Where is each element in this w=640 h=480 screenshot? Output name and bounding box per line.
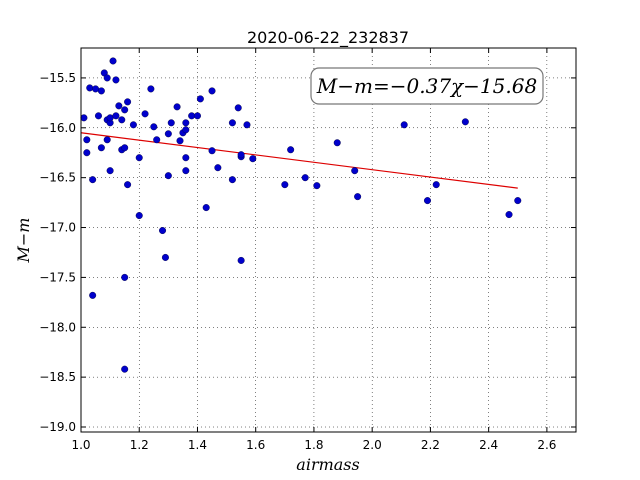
data-point [351, 167, 359, 175]
data-point [514, 197, 522, 205]
x-tick-label: 2.0 [363, 438, 382, 452]
data-point [176, 137, 184, 145]
data-point [208, 147, 216, 155]
data-point [214, 164, 222, 172]
data-point [121, 365, 129, 373]
data-point [150, 123, 158, 131]
data-point [80, 114, 88, 122]
data-point [505, 211, 513, 219]
data-point [196, 95, 204, 103]
data-point [333, 139, 341, 147]
data-point [135, 154, 143, 162]
y-tick-label: −16.5 [39, 171, 76, 185]
data-point [89, 176, 97, 184]
data-point [182, 154, 190, 162]
data-point [112, 76, 120, 84]
y-tick-label: −17.0 [39, 221, 76, 235]
data-point [202, 204, 210, 212]
data-point [97, 87, 105, 95]
data-point [89, 291, 97, 299]
data-point [83, 149, 91, 157]
data-point [182, 126, 190, 134]
data-point [249, 155, 257, 163]
fit-equation-annotation: M−m=−0.37χ−15.68 [316, 74, 537, 98]
data-point [147, 85, 155, 93]
data-point [237, 151, 245, 159]
data-point [106, 167, 114, 175]
x-tick-label: 1.2 [130, 438, 149, 452]
data-point [118, 116, 126, 124]
data-point [313, 182, 321, 190]
data-points [80, 57, 522, 373]
x-tick-label: 2.4 [479, 438, 498, 452]
fit-line [80, 132, 518, 189]
data-point [112, 112, 120, 120]
y-tick-label: −17.5 [39, 270, 76, 284]
data-point [161, 253, 169, 261]
data-point [167, 119, 175, 127]
data-point [182, 119, 190, 127]
data-point [83, 136, 91, 144]
data-point [228, 176, 236, 184]
data-point [141, 110, 149, 118]
y-tick-label: −16.0 [39, 121, 76, 135]
data-point [193, 112, 201, 120]
x-tick-label: 1.8 [304, 438, 323, 452]
chart-title: 2020-06-22_232837 [247, 28, 409, 48]
data-point [228, 119, 236, 127]
fit-line-group [80, 132, 518, 189]
data-point [124, 181, 132, 189]
data-point [432, 181, 440, 189]
data-point [208, 87, 216, 95]
annotation-box [310, 67, 544, 105]
x-tick-label: 2.6 [537, 438, 556, 452]
data-point [237, 256, 245, 264]
data-point [424, 197, 432, 205]
data-point [103, 136, 111, 144]
data-point [92, 85, 100, 93]
data-point [109, 57, 117, 65]
data-point [129, 121, 137, 129]
y-axis-label: M−m [14, 218, 33, 264]
y-tick-label: −19.0 [39, 420, 76, 434]
data-point [301, 174, 309, 182]
data-point [287, 146, 295, 154]
data-point [461, 118, 469, 126]
data-point [159, 227, 167, 235]
data-point [121, 144, 129, 152]
data-point [135, 212, 143, 220]
y-tick-label: −18.0 [39, 320, 76, 334]
data-point [188, 112, 196, 120]
data-point [182, 167, 190, 175]
data-point [173, 103, 181, 111]
data-point [97, 144, 105, 152]
data-point [234, 104, 242, 112]
data-point [243, 121, 251, 129]
data-point [354, 193, 362, 201]
data-point [164, 172, 172, 180]
data-point [94, 112, 102, 120]
data-point [121, 106, 129, 114]
data-point [103, 74, 111, 82]
data-point [153, 136, 161, 144]
data-point [400, 121, 408, 129]
data-point [106, 114, 114, 122]
data-point [86, 84, 94, 92]
x-tick-label: 1.4 [188, 438, 207, 452]
x-tick-label: 1.0 [71, 438, 90, 452]
axis-ticks: 1.0 1.2 1.4 1.6 1.8 2.0 2.2 2.4 2.6 −15.5 −16.0 −16… [39, 48, 576, 452]
plot-background [81, 48, 576, 432]
data-point [121, 273, 129, 281]
plot-frame [80, 47, 577, 433]
x-tick-label: 1.6 [246, 438, 265, 452]
x-tick-label: 2.2 [421, 438, 440, 452]
data-point [164, 130, 172, 138]
y-tick-label: −15.5 [39, 71, 76, 85]
data-point [124, 98, 132, 106]
x-axis-label: airmass [296, 455, 359, 474]
y-tick-label: −18.5 [39, 370, 76, 384]
data-point [115, 102, 123, 110]
data-point [281, 181, 289, 189]
